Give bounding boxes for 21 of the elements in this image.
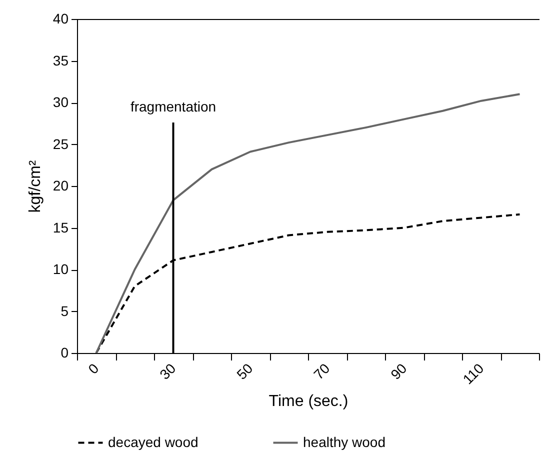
y-axis-title: kgf/cm² [26,160,44,213]
x-tick-label: 30 [156,360,179,382]
y-tick-label: 10 [52,261,69,277]
legend-label: decayed wood [108,434,198,450]
y-tick-label: 0 [60,344,69,360]
ref-line-label: fragmentation [130,98,216,115]
y-tick-label: 15 [52,219,69,236]
y-tick-label: 35 [52,52,69,68]
y-tick-label: 40 [52,10,69,26]
x-tick-label: 0 [84,360,102,377]
line-series [95,93,521,354]
x-tick-label: 90 [387,360,410,382]
legend-label: healthy wood [303,434,386,450]
x-tick-label: 70 [310,360,333,382]
y-tick-label: 20 [52,178,69,194]
y-tick-label: 5 [60,302,69,319]
x-tick-label: 50 [233,360,256,382]
y-tick-label: 30 [52,94,69,110]
x-tick-label: 110 [460,360,487,388]
x-axis-title: Time (sec.) [268,393,348,410]
y-tick-label: 25 [52,136,69,152]
